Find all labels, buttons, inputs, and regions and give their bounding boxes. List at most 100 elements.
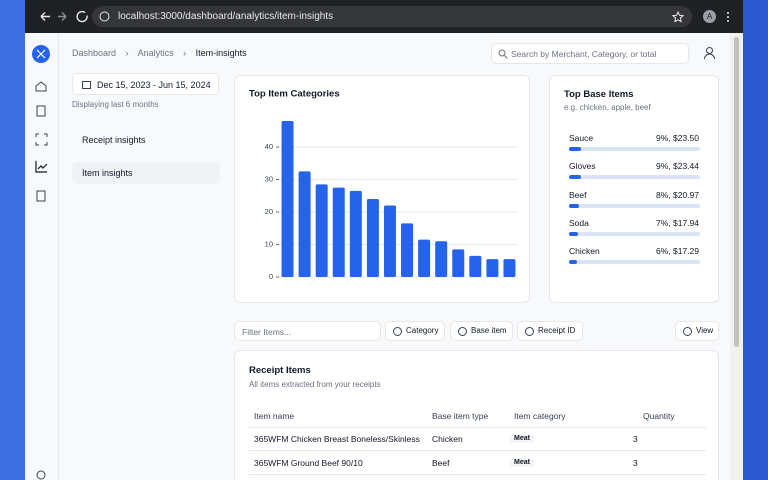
analytics-icon[interactable]	[35, 161, 48, 173]
progress-fill	[569, 147, 581, 151]
bar	[452, 249, 465, 277]
sidebar-icons	[32, 45, 50, 480]
y-tick-label: 30	[265, 174, 273, 183]
nav-arrows	[40, 10, 88, 23]
column-header[interactable]: Quantity	[643, 411, 675, 421]
category-badge: Meat	[510, 434, 534, 443]
document-icon[interactable]	[36, 190, 46, 202]
y-tick-label: 10	[265, 239, 273, 248]
url-text: localhost:3000/dashboard/analytics/item-…	[118, 11, 334, 22]
breadcrumb: Dashboard › Analytics › Item-insights	[72, 48, 247, 58]
progress-track	[569, 260, 700, 265]
filter-placeholder: Filter Items...	[242, 327, 292, 337]
search-placeholder: Search by Merchant, Category, or total	[511, 49, 657, 59]
progress-track	[569, 203, 700, 208]
button-label: Base item	[471, 326, 507, 335]
category-badge: Meat	[510, 457, 534, 467]
bar	[298, 171, 311, 277]
cell: 365WFM Ground Beef 90/10	[254, 457, 363, 468]
button-label: Category	[406, 326, 439, 335]
breadcrumb-item: Item-insights	[195, 48, 247, 58]
y-tick-label: 40	[265, 142, 273, 151]
date-caption: Displaying last 6 months	[72, 100, 159, 109]
info-icon	[99, 11, 110, 22]
browser-toolbar: localhost:3000/dashboard/analytics/item-…	[25, 0, 743, 33]
quantity: 3	[633, 457, 638, 468]
nav-item-active[interactable]: Item insights	[72, 162, 220, 184]
view-button[interactable]: View	[675, 321, 719, 341]
scroll-thumb[interactable]	[734, 37, 739, 347]
sidebar	[25, 33, 59, 480]
y-tick-label: 0	[269, 272, 273, 281]
table-subtitle: All items extracted from your receipts	[249, 380, 381, 389]
card-title: Top Base Items	[564, 89, 634, 100]
item-name: Soda	[569, 217, 589, 228]
filter-button[interactable]: Category	[385, 321, 445, 341]
header-divider	[249, 427, 706, 428]
item-name: Sauce	[569, 133, 594, 143]
cell: Chicken	[432, 434, 463, 444]
bar	[349, 190, 362, 277]
menu-dots[interactable]	[727, 11, 729, 22]
filter-button[interactable]: Receipt ID	[517, 321, 583, 341]
column-header: Item name	[254, 411, 295, 421]
filter-button[interactable]: Base item	[450, 321, 513, 341]
bar	[486, 259, 499, 277]
nav-item[interactable]: Receipt insights	[82, 135, 146, 145]
nav-item-label: Item insights	[82, 168, 133, 178]
table-title: Receipt Items	[249, 365, 311, 376]
progress-fill	[569, 203, 580, 208]
breadcrumb-item[interactable]: Dashboard	[72, 48, 117, 58]
chart-title: Top Item Categories	[249, 89, 340, 100]
column-header[interactable]: Item category	[514, 411, 566, 421]
row-divider	[249, 473, 706, 475]
progress-track	[569, 231, 700, 236]
item-value-label: 9%, $23.44	[655, 161, 699, 172]
column-header: Base item type	[432, 411, 489, 421]
item-value-label: 9%, $23.50	[655, 133, 699, 143]
progress-fill	[569, 260, 577, 265]
bar	[418, 239, 431, 277]
progress-track	[569, 147, 700, 151]
scan-icon[interactable]	[35, 133, 48, 146]
item-value-label: 7%, $17.94	[655, 217, 699, 228]
bar	[383, 205, 396, 277]
search-box[interactable]: Search by Merchant, Category, or total	[491, 43, 689, 64]
bookmark-star[interactable]	[672, 11, 684, 23]
button-label: Receipt ID	[538, 326, 576, 335]
address-bar[interactable]: localhost:3000/dashboard/analytics/item-…	[92, 6, 692, 27]
bar	[401, 223, 414, 277]
bar	[503, 259, 516, 277]
breadcrumb-item[interactable]: Analytics	[137, 48, 174, 58]
filter-input[interactable]: Filter Items...	[234, 321, 381, 341]
profile-avatar[interactable]: A	[703, 10, 716, 23]
progress-track	[569, 175, 700, 180]
user-icon[interactable]	[703, 46, 716, 60]
y-tick-label: 20	[265, 207, 273, 216]
bar	[366, 199, 379, 277]
bar	[281, 121, 294, 277]
progress-fill	[569, 231, 579, 236]
home-icon[interactable]	[35, 81, 47, 92]
table-card: Receipt Items All items extracted from y…	[234, 350, 719, 480]
receipt-icon[interactable]	[36, 105, 46, 117]
bar	[469, 255, 482, 277]
browser-window: localhost:3000/dashboard/analytics/item-…	[25, 0, 743, 480]
row-divider	[249, 450, 706, 451]
progress-fill	[569, 175, 581, 180]
item-value-label: 8%, $20.97	[655, 189, 699, 200]
scrollbar	[730, 33, 743, 480]
chart: Top Item Categories 0 10 20 30 40	[249, 89, 518, 281]
card-subtitle: e.g. chicken, apple, beef	[564, 103, 651, 112]
date-range: Dec 15, 2023 - Jun 15, 2024	[97, 80, 211, 90]
chart-card: Top Item Categories 0 10 20 30 40	[234, 75, 530, 303]
item-name: Gloves	[569, 161, 596, 172]
cell: 365WFM Chicken Breast Boneless/Skinless	[254, 434, 420, 444]
item-value-label: 6%, $17.29	[655, 246, 699, 257]
settings-icon[interactable]	[36, 470, 46, 480]
quantity: 3	[633, 434, 638, 444]
base-items-card: Top Base Items e.g. chicken, apple, beef…	[549, 75, 719, 303]
date-picker[interactable]: Dec 15, 2023 - Jun 15, 2024	[72, 73, 219, 95]
bar	[435, 241, 448, 277]
